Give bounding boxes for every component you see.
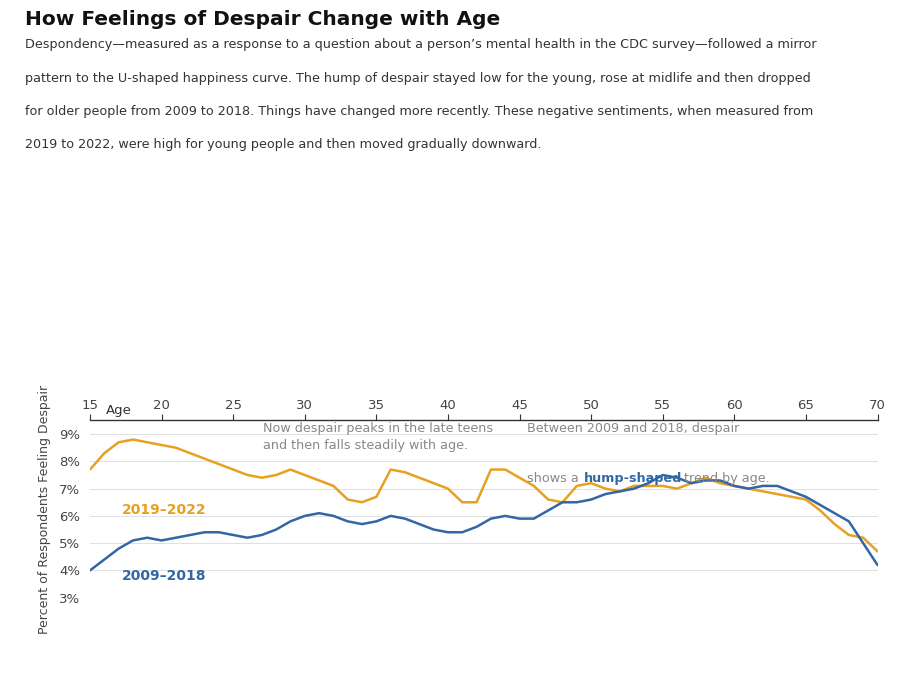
Text: 70: 70 <box>869 399 886 412</box>
Y-axis label: Percent of Respondents Feeling Despair: Percent of Respondents Feeling Despair <box>38 384 50 634</box>
Text: 65: 65 <box>797 399 814 412</box>
Text: hump-shaped: hump-shaped <box>584 472 682 485</box>
Text: trend by age.: trend by age. <box>680 472 770 485</box>
Text: Now despair peaks in the late teens
and then falls steadily with age.: Now despair peaks in the late teens and … <box>263 423 493 452</box>
Text: pattern to the U-shaped happiness curve. The hump of despair stayed low for the : pattern to the U-shaped happiness curve.… <box>25 72 811 85</box>
Text: 35: 35 <box>368 399 385 412</box>
Text: 60: 60 <box>726 399 742 412</box>
Text: 40: 40 <box>439 399 456 412</box>
Text: 55: 55 <box>654 399 671 412</box>
Text: Despondency—measured as a response to a question about a person’s mental health : Despondency—measured as a response to a … <box>25 38 817 51</box>
Text: 20: 20 <box>153 399 170 412</box>
Text: Age: Age <box>106 404 132 417</box>
Text: 2019–2022: 2019–2022 <box>122 503 206 518</box>
Text: 15: 15 <box>82 399 98 412</box>
Text: 30: 30 <box>296 399 313 412</box>
Text: 2019 to 2022, were high for young people and then moved gradually downward.: 2019 to 2022, were high for young people… <box>25 138 542 152</box>
Text: How Feelings of Despair Change with Age: How Feelings of Despair Change with Age <box>25 10 500 29</box>
Text: 45: 45 <box>511 399 528 412</box>
Text: 2009–2018: 2009–2018 <box>122 569 206 583</box>
Text: 50: 50 <box>582 399 599 412</box>
Text: 25: 25 <box>225 399 242 412</box>
Text: Between 2009 and 2018, despair: Between 2009 and 2018, despair <box>527 423 740 435</box>
Text: for older people from 2009 to 2018. Things have changed more recently. These neg: for older people from 2009 to 2018. Thin… <box>25 105 814 118</box>
Text: shows a: shows a <box>527 472 583 485</box>
